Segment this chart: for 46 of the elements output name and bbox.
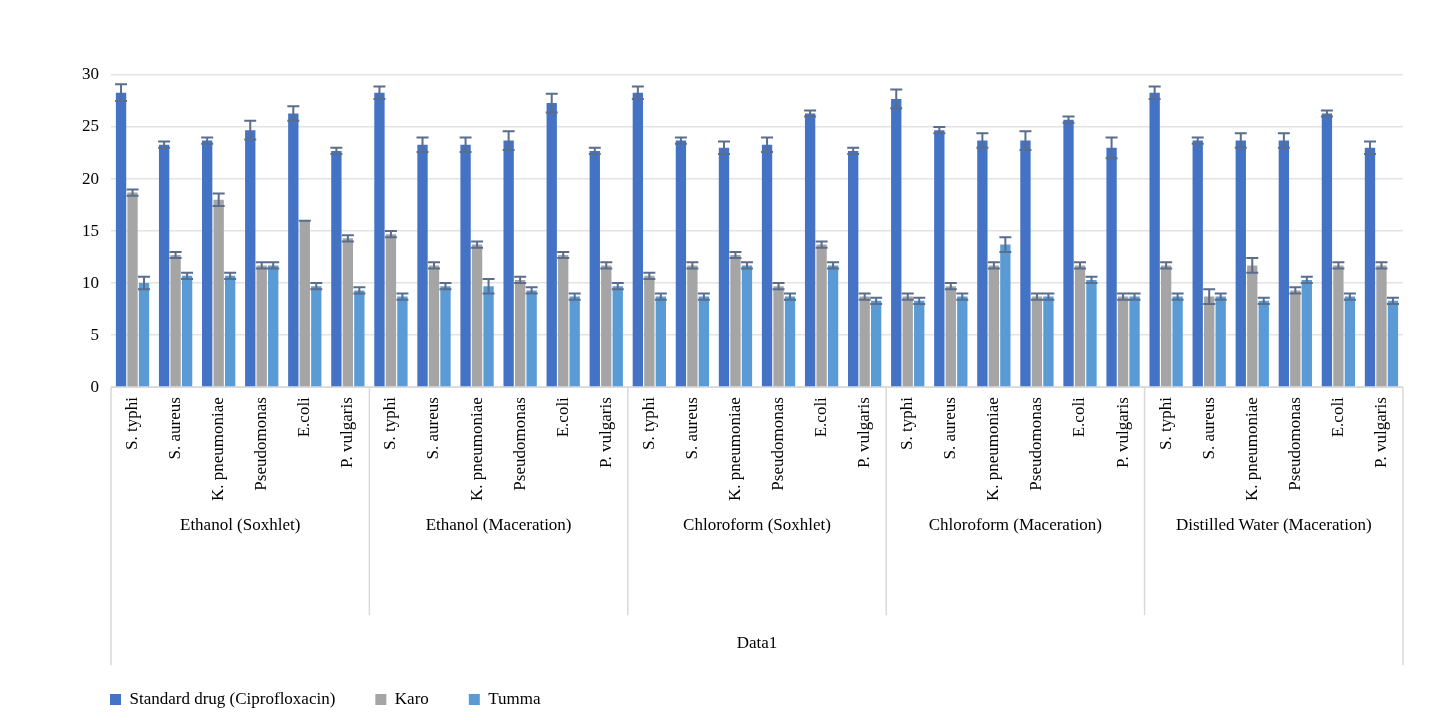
- x-tick-label: S. aureus: [423, 397, 443, 460]
- text: Chloroform (Soxhlet): [683, 514, 831, 534]
- y-tick-label: 25: [82, 116, 99, 136]
- x-tick-label: Pseudomonas: [768, 397, 787, 491]
- x-tick-label: S. aureus: [681, 397, 701, 460]
- legend-label: Karo: [394, 688, 429, 708]
- text: Distilled Water (Maceration): [1175, 514, 1372, 534]
- y-tick-label: 15: [82, 220, 99, 240]
- x-tick-label: K. pneumoniae: [724, 397, 744, 501]
- text: Ethanol (Maceration): [425, 514, 572, 534]
- x-tick-label: S. typhi: [380, 396, 400, 451]
- y-tick-label: 20: [82, 168, 99, 188]
- text: Data1: [736, 632, 778, 652]
- text: Chloroform (Maceration): [928, 514, 1103, 534]
- x-tick-label: K. pneumoniae: [466, 397, 486, 501]
- x-tick-label: Pseudomonas: [1284, 397, 1304, 491]
- x-tick-label: E.coli: [1327, 396, 1347, 438]
- y-tick-label: 30: [82, 64, 99, 84]
- x-tick-label: S. aureus: [940, 397, 960, 460]
- x-tick-label: P. vulgaris: [337, 397, 357, 468]
- x-tick-label: S. aureus: [165, 397, 185, 460]
- x-tick-label: S. typhi: [122, 396, 141, 451]
- x-tick-label: S. typhi: [897, 396, 917, 451]
- y-tick-label: 5: [90, 324, 99, 344]
- x-tick-label: S. typhi: [638, 396, 658, 451]
- text: Ethanol (Soxhlet): [180, 514, 301, 534]
- x-tick-label: E.coli: [294, 396, 314, 438]
- x-tick-label: E.coli: [811, 396, 831, 438]
- x-tick-label: Pseudomonas: [509, 397, 529, 491]
- x-tick-label: P. vulgaris: [595, 397, 615, 468]
- x-tick-label: P. vulgaris: [1112, 397, 1132, 468]
- x-tick-label: S. typhi: [1155, 396, 1175, 451]
- y-tick-label: 0: [90, 376, 99, 396]
- x-tick-label: K. pneumoniae: [983, 397, 1003, 501]
- y-tick-label: 10: [82, 272, 99, 292]
- x-tick-label: Pseudomonas: [251, 397, 271, 491]
- x-tick-label: E.coli: [552, 396, 572, 438]
- x-tick-label: S. aureus: [1198, 397, 1218, 460]
- x-tick-label: K. pneumoniae: [1241, 397, 1261, 501]
- x-tick-label: P. vulgaris: [854, 397, 874, 468]
- x-tick-label: E.coli: [1069, 396, 1089, 438]
- x-tick-label: Pseudomonas: [1026, 397, 1046, 491]
- legend-label: Standard drug (Ciprofloxacin): [129, 688, 336, 708]
- x-tick-label: P. vulgaris: [1370, 397, 1390, 468]
- x-tick-label: K. pneumoniae: [208, 397, 228, 501]
- legend-label: Tumma: [488, 688, 542, 708]
